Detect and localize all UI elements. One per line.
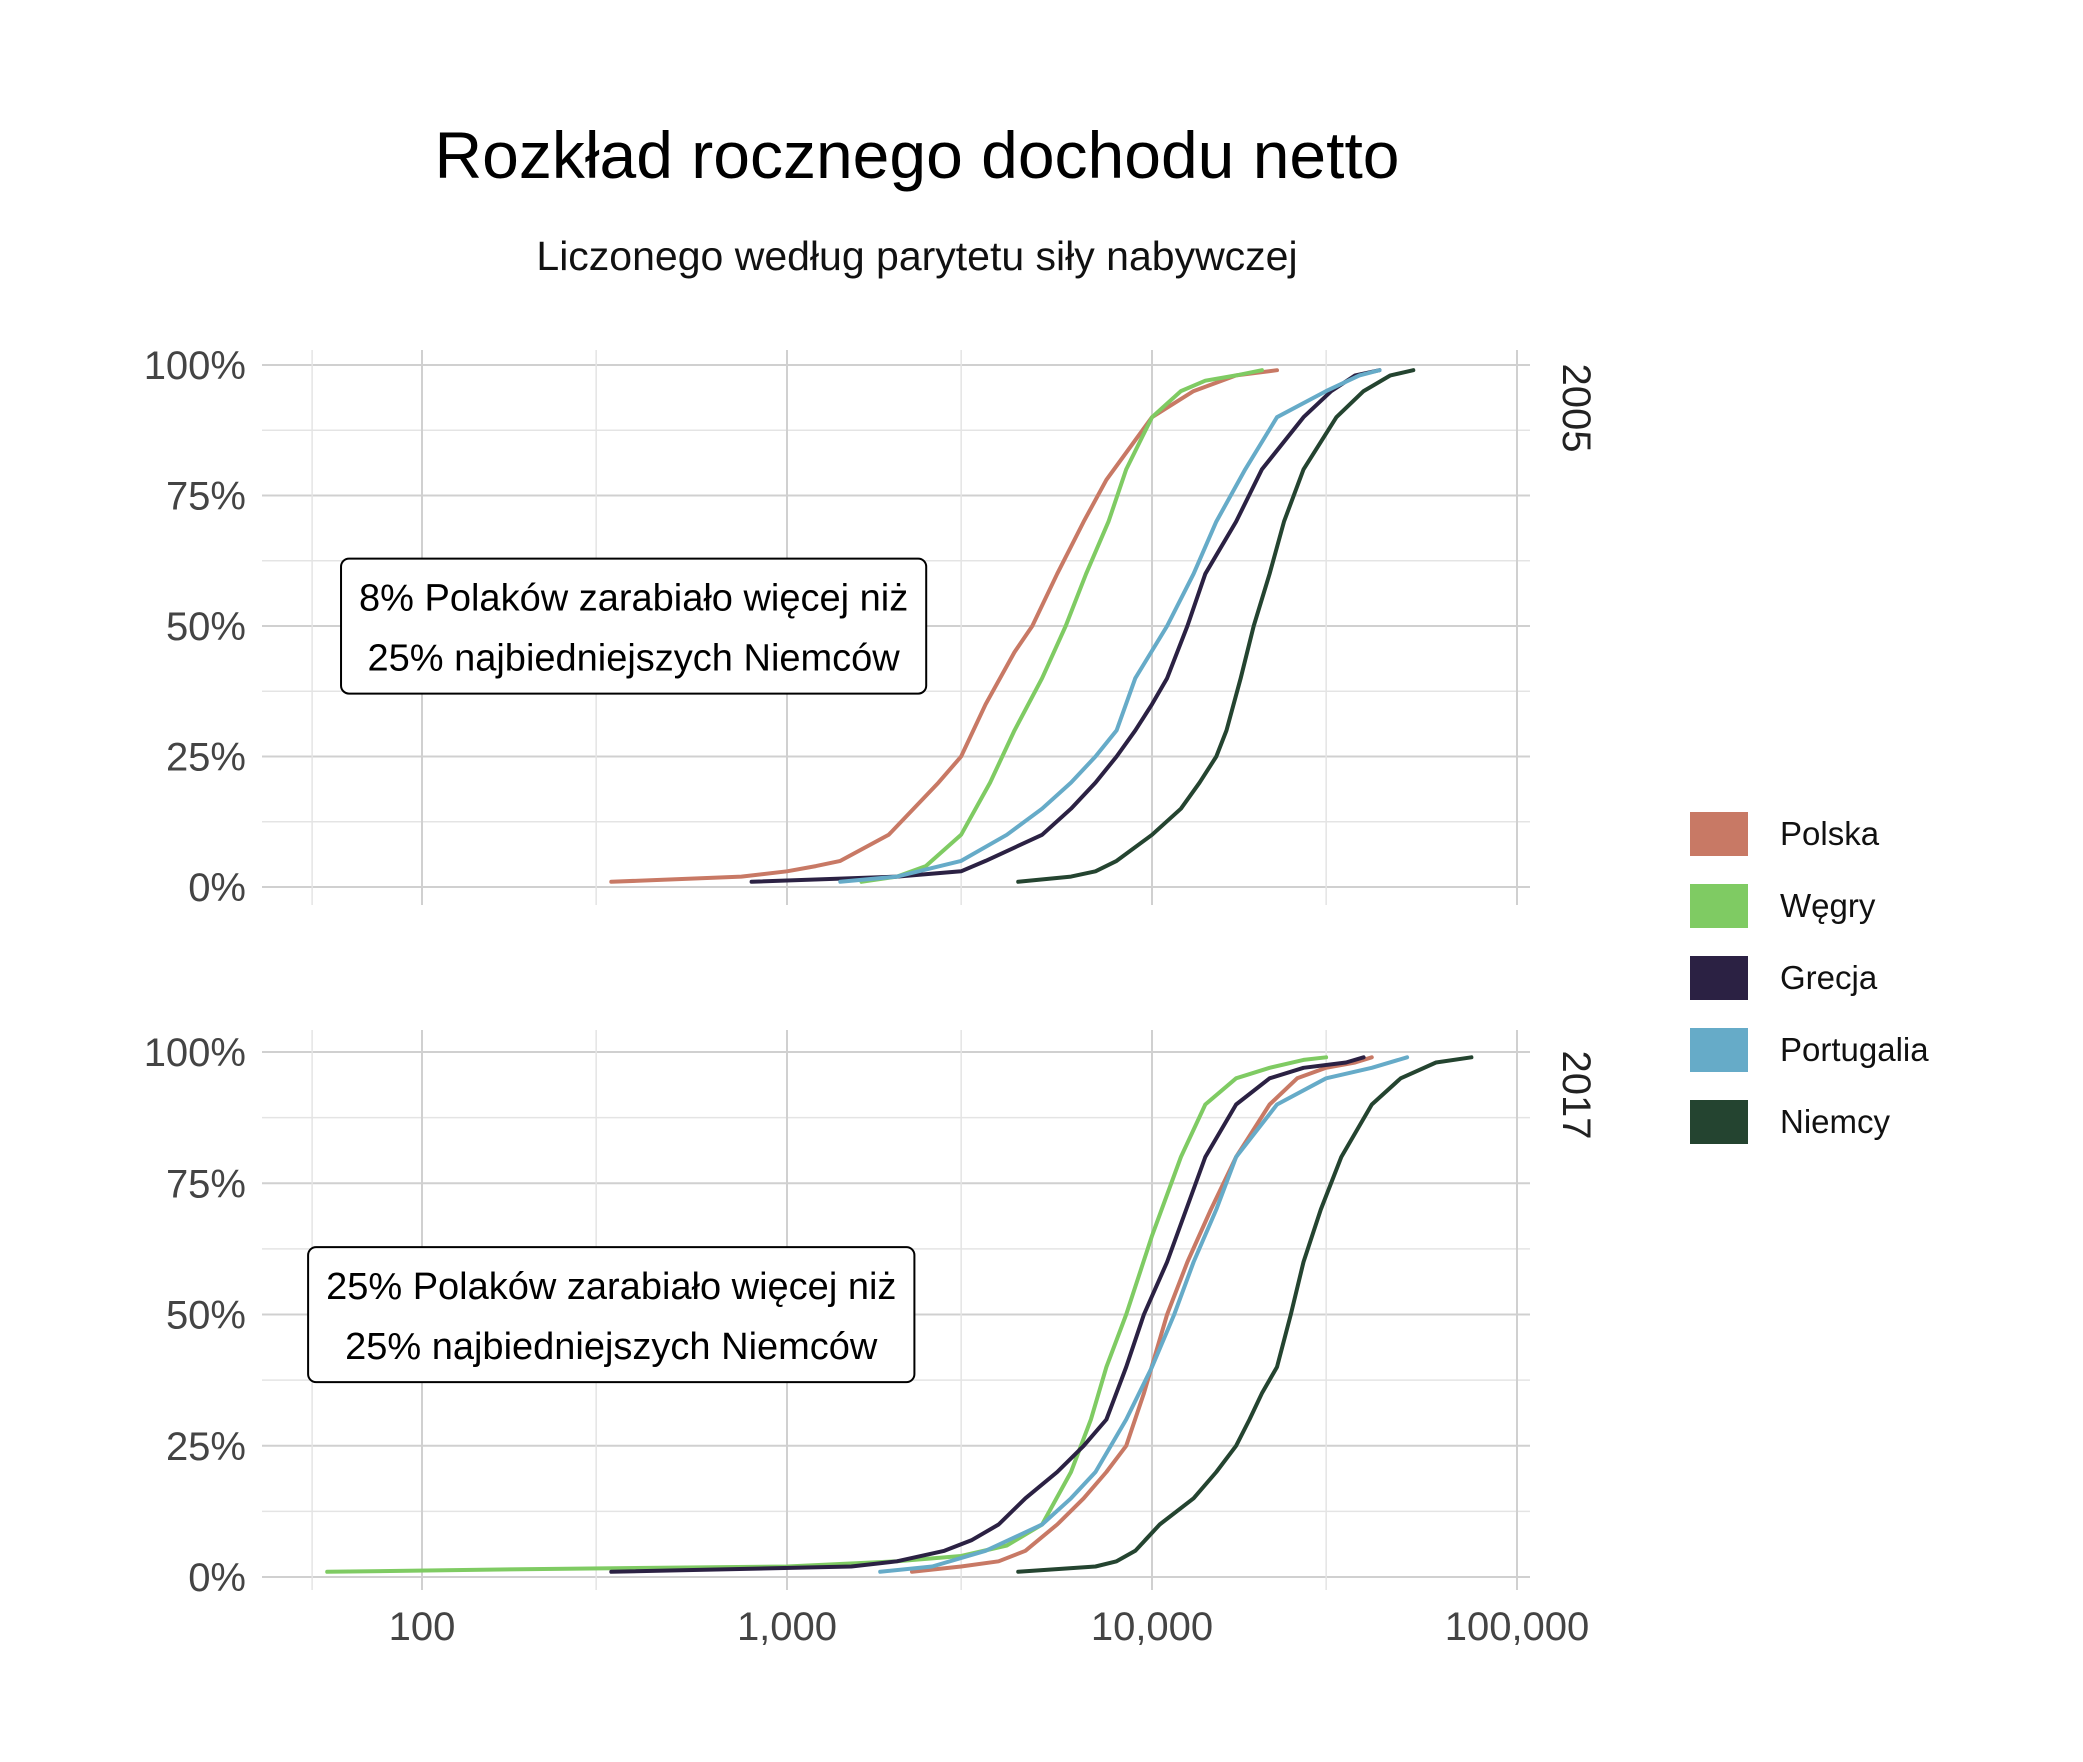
annotation-line: 25% Polaków zarabiało więcej niż: [326, 1266, 896, 1308]
grid-layer: [262, 350, 1530, 1590]
chart-title: Rozkład rocznego dochodu netto: [435, 118, 1400, 192]
axis-layer: 0% 25% 50% 75% 100% 2005 0% 25% 50% 75% 100% 2017 10…: [144, 344, 1598, 1649]
legend-swatch-portugalia: [1690, 1028, 1748, 1072]
series-line-grecja-2017: [609, 1055, 1366, 1574]
legend-swatch-niemcy: [1690, 1100, 1748, 1144]
legend: Polska Węgry Grecja Portugalia Niemcy: [1690, 812, 1929, 1144]
y-tick-label: 100%: [144, 344, 246, 388]
legend-label-polska: Polska: [1780, 815, 1880, 852]
annotation-layer: 8% Polaków zarabiało więcej niż 25% najbi…: [307, 557, 928, 1384]
legend-label-niemcy: Niemcy: [1780, 1103, 1891, 1140]
x-tick-label: 1,000: [737, 1605, 837, 1649]
facet-label-2017: 2017: [1554, 1051, 1598, 1140]
series-line-węgry-2005: [859, 368, 1264, 884]
y-tick-label: 75%: [166, 475, 246, 519]
legend-swatch-grecja: [1690, 956, 1748, 1000]
x-tick-label: 10,000: [1091, 1605, 1213, 1649]
annotation-line: 25% najbiedniejszych Niemców: [367, 638, 900, 680]
annotation-box: [307, 1246, 916, 1384]
series-line-niemcy-2005: [1016, 368, 1416, 884]
legend-swatch-węgry: [1690, 884, 1748, 928]
series-line-portugalia-2017: [878, 1055, 1410, 1574]
facet-label-2005: 2005: [1554, 364, 1598, 453]
series-line-portugalia-2005: [838, 368, 1382, 884]
y-tick-label: 0%: [188, 1556, 246, 1600]
y-tick-label: 25%: [166, 1425, 246, 1469]
legend-label-grecja: Grecja: [1780, 959, 1878, 996]
y-tick-label: 50%: [166, 605, 246, 649]
series-line-grecja-2005: [749, 368, 1382, 884]
series-line-niemcy-2017: [1016, 1055, 1474, 1574]
annotation-line: 25% najbiedniejszych Niemców: [345, 1326, 878, 1368]
annotation-line: 8% Polaków zarabiało więcej niż: [359, 578, 908, 620]
annotation-box: [340, 557, 928, 695]
y-tick-label: 75%: [166, 1162, 246, 1206]
y-tick-label: 25%: [166, 736, 246, 780]
legend-label-węgry: Węgry: [1780, 887, 1876, 924]
y-tick-label: 100%: [144, 1031, 246, 1075]
legend-swatch-polska: [1690, 812, 1748, 856]
y-tick-label: 0%: [188, 866, 246, 910]
chart-subtitle: Liczonego według parytetu siły nabywczej: [536, 233, 1297, 279]
x-tick-label: 100,000: [1445, 1605, 1590, 1649]
line-layer: [325, 368, 1474, 1574]
y-tick-label: 50%: [166, 1294, 246, 1338]
legend-label-portugalia: Portugalia: [1780, 1031, 1929, 1068]
x-tick-label: 100: [389, 1605, 456, 1649]
